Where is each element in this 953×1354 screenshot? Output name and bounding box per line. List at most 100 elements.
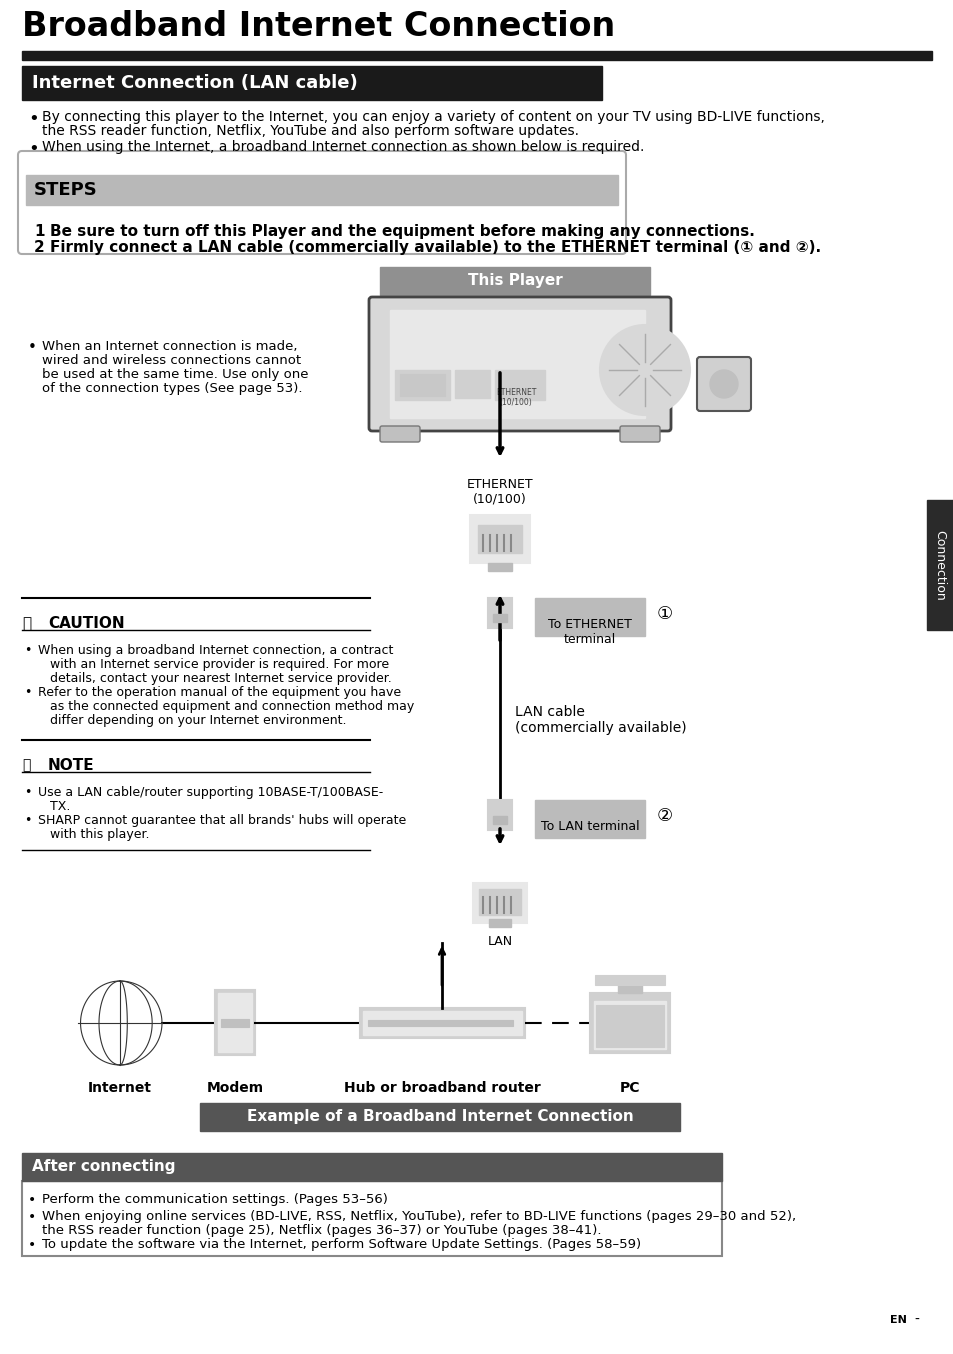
Bar bbox=[926, 500, 953, 630]
Bar bbox=[618, 984, 641, 992]
Text: •: • bbox=[28, 110, 39, 129]
FancyBboxPatch shape bbox=[18, 152, 625, 255]
Text: After connecting: After connecting bbox=[32, 1159, 175, 1174]
Text: details, contact your nearest Internet service provider.: details, contact your nearest Internet s… bbox=[50, 672, 392, 685]
Text: When an Internet connection is made,: When an Internet connection is made, bbox=[42, 340, 297, 353]
Text: Firmly connect a LAN cable (commercially available) to the ETHERNET terminal (① : Firmly connect a LAN cable (commercially… bbox=[50, 240, 821, 255]
Text: •: • bbox=[28, 1193, 36, 1206]
Text: with this player.: with this player. bbox=[50, 829, 150, 841]
Text: STEPS: STEPS bbox=[34, 181, 97, 199]
Bar bbox=[473, 883, 526, 923]
Text: •: • bbox=[28, 1210, 36, 1224]
Bar bbox=[596, 1005, 663, 1047]
Text: the RSS reader function, Netflix, YouTube and also perform software updates.: the RSS reader function, Netflix, YouTub… bbox=[42, 125, 578, 138]
Text: Be sure to turn off this Player and the equipment before making any connections.: Be sure to turn off this Player and the … bbox=[50, 223, 754, 240]
Bar bbox=[488, 563, 512, 571]
Bar bbox=[26, 175, 618, 204]
FancyBboxPatch shape bbox=[369, 297, 670, 431]
Bar bbox=[22, 1154, 721, 1181]
Text: SHARP cannot guarantee that all brands' hubs will operate: SHARP cannot guarantee that all brands' … bbox=[38, 814, 406, 827]
Text: Hub or broadband router: Hub or broadband router bbox=[343, 1080, 539, 1095]
Bar bbox=[477, 525, 521, 552]
Text: as the connected equipment and connection method may: as the connected equipment and connectio… bbox=[50, 700, 414, 714]
Text: •: • bbox=[24, 686, 31, 699]
Text: PC: PC bbox=[619, 1080, 639, 1095]
Text: ①: ① bbox=[657, 605, 673, 623]
Text: When using a broadband Internet connection, a contract: When using a broadband Internet connecti… bbox=[38, 645, 393, 657]
FancyBboxPatch shape bbox=[22, 1181, 721, 1257]
Bar bbox=[399, 374, 444, 395]
Text: LAN: LAN bbox=[487, 936, 512, 948]
Bar bbox=[359, 1007, 524, 1039]
Bar bbox=[395, 370, 450, 399]
Text: •: • bbox=[24, 645, 31, 657]
Text: ②: ② bbox=[657, 807, 673, 825]
Text: Connection: Connection bbox=[933, 529, 945, 600]
Text: the RSS reader function (page 25), Netflix (pages 36–37) or YouTube (pages 38–41: the RSS reader function (page 25), Netfl… bbox=[42, 1224, 601, 1238]
Circle shape bbox=[649, 598, 679, 630]
Text: This Player: This Player bbox=[467, 274, 561, 288]
Text: of the connection types (See page 53).: of the connection types (See page 53). bbox=[42, 382, 302, 395]
Bar bbox=[489, 919, 511, 927]
Text: NOTE: NOTE bbox=[48, 758, 94, 773]
Text: •: • bbox=[28, 340, 37, 355]
Bar bbox=[221, 1020, 249, 1026]
Bar bbox=[594, 1001, 665, 1049]
Circle shape bbox=[649, 802, 679, 831]
Text: with an Internet service provider is required. For more: with an Internet service provider is req… bbox=[50, 658, 389, 672]
Text: wired and wireless connections cannot: wired and wireless connections cannot bbox=[42, 353, 301, 367]
Bar bbox=[368, 1020, 513, 1026]
FancyBboxPatch shape bbox=[619, 427, 659, 441]
Text: When enjoying online services (BD-LIVE, RSS, Netflix, YouTube), refer to BD-LIVE: When enjoying online services (BD-LIVE, … bbox=[42, 1210, 796, 1223]
Text: Internet: Internet bbox=[88, 1080, 152, 1095]
Bar bbox=[370, 301, 669, 431]
Text: •: • bbox=[24, 814, 31, 827]
Bar bbox=[200, 1104, 679, 1131]
Bar bbox=[535, 598, 644, 636]
Bar bbox=[495, 370, 544, 399]
Circle shape bbox=[599, 325, 689, 414]
Text: By connecting this player to the Internet, you can enjoy a variety of content on: By connecting this player to the Interne… bbox=[42, 110, 824, 125]
Text: 2: 2 bbox=[34, 240, 45, 255]
Circle shape bbox=[709, 370, 738, 398]
Bar bbox=[595, 975, 664, 984]
Text: 1: 1 bbox=[34, 223, 45, 240]
Text: To LAN terminal: To LAN terminal bbox=[540, 821, 639, 833]
Bar bbox=[535, 800, 644, 838]
Text: Modem: Modem bbox=[206, 1080, 263, 1095]
Text: Refer to the operation manual of the equipment you have: Refer to the operation manual of the equ… bbox=[38, 686, 400, 699]
Text: When using the Internet, a broadband Internet connection as shown below is requi: When using the Internet, a broadband Int… bbox=[42, 139, 643, 154]
Text: •: • bbox=[24, 787, 31, 799]
Circle shape bbox=[882, 1305, 912, 1335]
Text: To ETHERNET
terminal: To ETHERNET terminal bbox=[547, 617, 631, 646]
Bar bbox=[214, 990, 254, 1055]
Bar bbox=[493, 613, 506, 621]
Text: 📄: 📄 bbox=[22, 758, 30, 772]
Text: EN: EN bbox=[888, 1315, 905, 1326]
Text: Perform the communication settings. (Pages 53–56): Perform the communication settings. (Pag… bbox=[42, 1193, 388, 1206]
Text: ETHERNET
(10/100): ETHERNET (10/100) bbox=[466, 478, 533, 506]
Bar bbox=[390, 310, 644, 418]
Bar bbox=[218, 992, 252, 1052]
FancyBboxPatch shape bbox=[379, 427, 419, 441]
Text: differ depending on your Internet environment.: differ depending on your Internet enviro… bbox=[50, 714, 346, 727]
Text: 👋: 👋 bbox=[22, 616, 31, 631]
Text: -: - bbox=[914, 1313, 919, 1327]
Text: Example of a Broadband Internet Connection: Example of a Broadband Internet Connecti… bbox=[247, 1109, 633, 1125]
Bar bbox=[478, 890, 520, 915]
Bar bbox=[22, 51, 931, 60]
Bar bbox=[493, 816, 506, 825]
Bar bbox=[488, 800, 512, 830]
Text: LAN cable
(commercially available): LAN cable (commercially available) bbox=[515, 705, 686, 735]
Text: Broadband Internet Connection: Broadband Internet Connection bbox=[22, 9, 615, 43]
Text: To update the software via the Internet, perform Software Update Settings. (Page: To update the software via the Internet,… bbox=[42, 1238, 640, 1251]
Text: ETHERNET
(10/100): ETHERNET (10/100) bbox=[496, 389, 536, 408]
Bar bbox=[589, 992, 669, 1053]
Circle shape bbox=[78, 982, 162, 1066]
Bar bbox=[22, 66, 601, 100]
Text: •: • bbox=[28, 139, 39, 158]
Text: CAUTION: CAUTION bbox=[48, 616, 125, 631]
Text: •: • bbox=[28, 1238, 36, 1252]
Bar bbox=[470, 515, 530, 563]
Bar bbox=[455, 858, 544, 942]
